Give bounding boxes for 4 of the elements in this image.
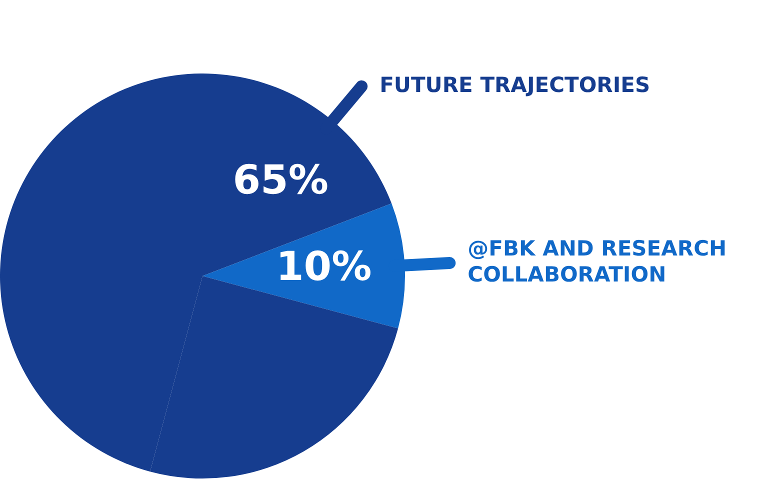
slice-label: @FBK AND RESEARCH COLLABORATION xyxy=(468,236,727,286)
data-label: 65% xyxy=(232,157,328,204)
data-label: 10% xyxy=(276,244,372,290)
slice-label: FUTURE TRAJECTORIES xyxy=(380,72,650,97)
